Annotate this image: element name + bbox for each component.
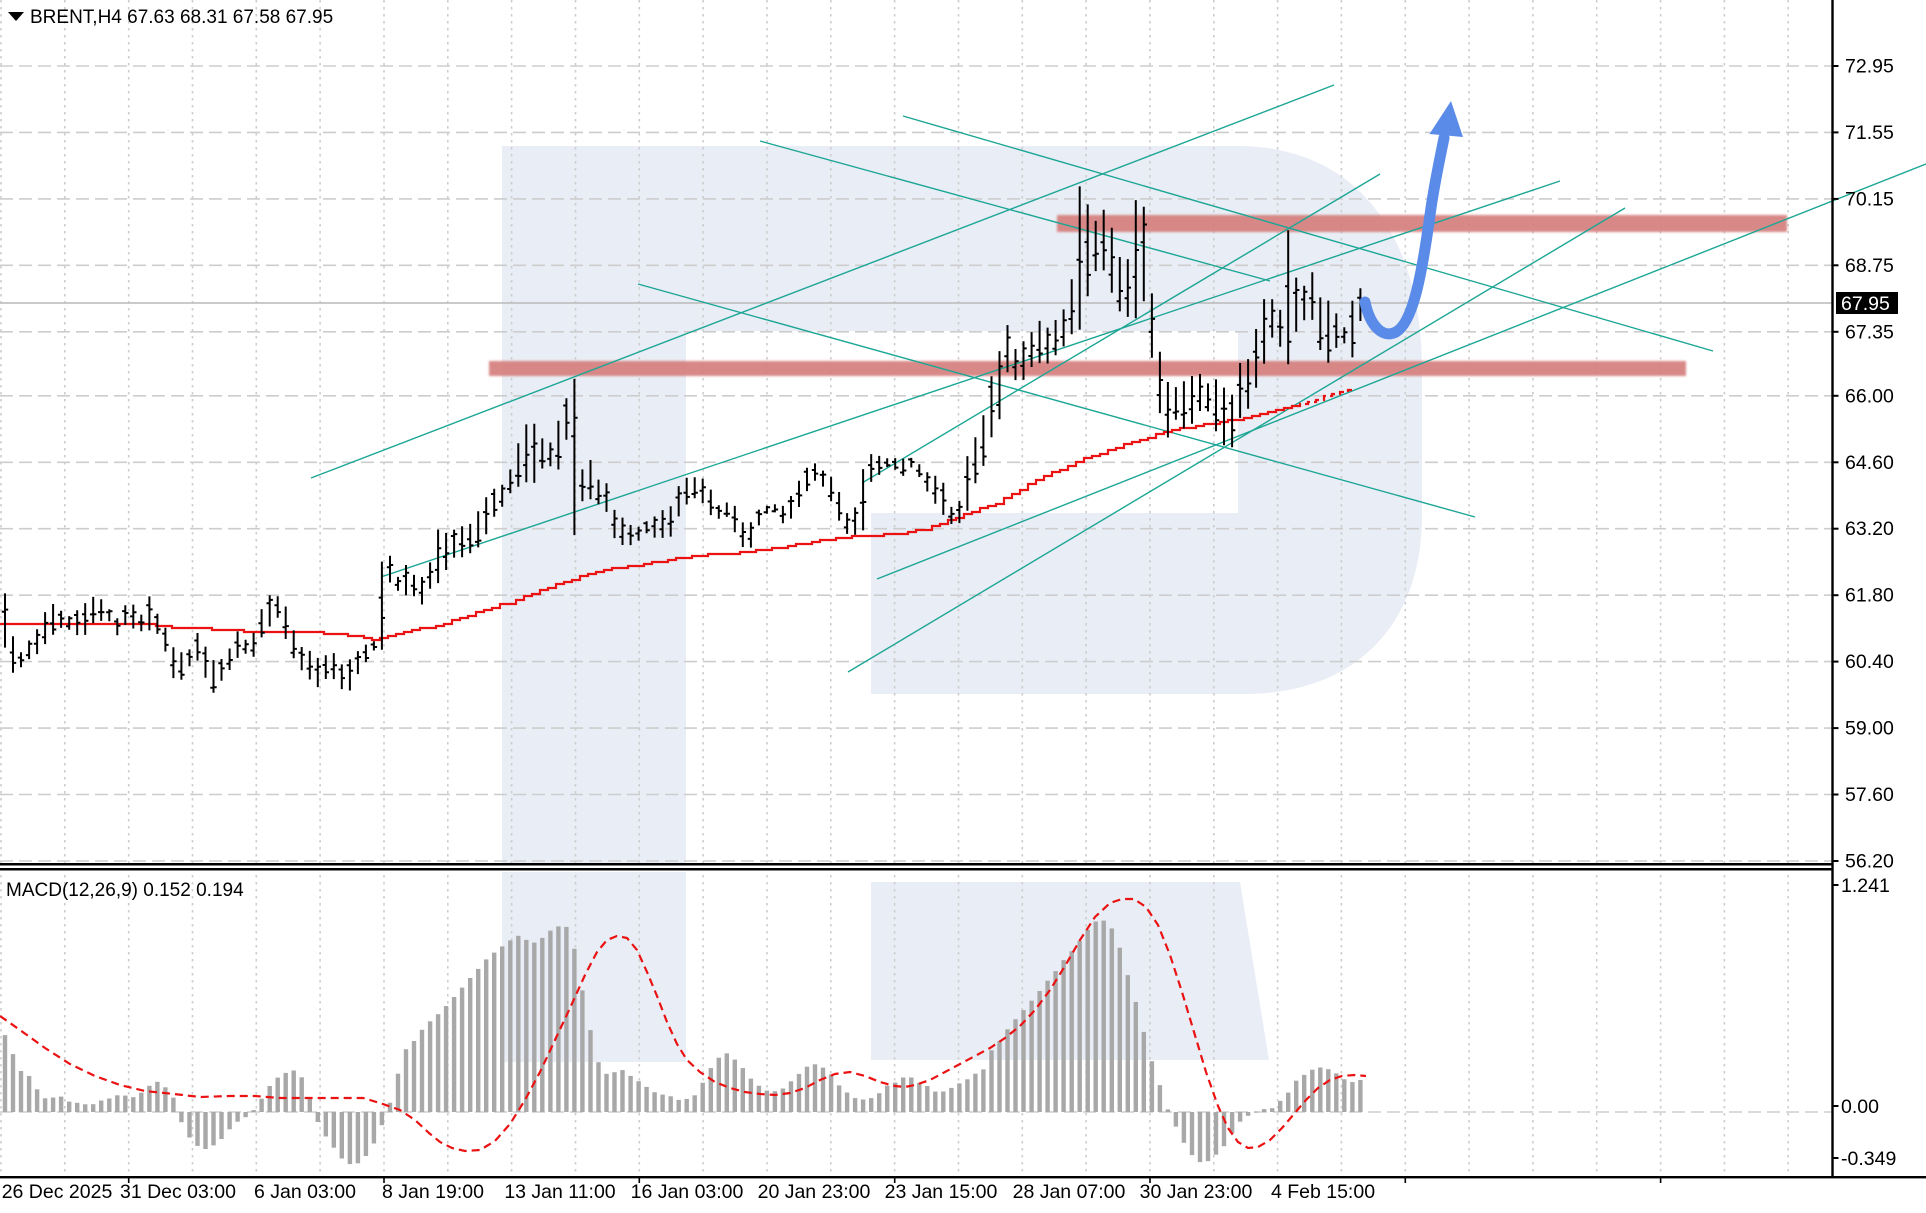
svg-text:57.60: 57.60 (1845, 784, 1894, 806)
svg-text:1.241: 1.241 (1841, 875, 1890, 897)
svg-text:-0.349: -0.349 (1841, 1148, 1896, 1170)
svg-text:26 Dec 2025: 26 Dec 2025 (2, 1181, 113, 1203)
svg-text:60.40: 60.40 (1845, 651, 1894, 673)
svg-text:BRENT,H4 67.63 68.31 67.58 67: BRENT,H4 67.63 68.31 67.58 67.95 (30, 7, 333, 28)
svg-text:66.00: 66.00 (1845, 385, 1894, 407)
svg-text:4 Feb 15:00: 4 Feb 15:00 (1271, 1181, 1375, 1203)
svg-text:61.80: 61.80 (1845, 585, 1894, 607)
svg-text:13 Jan 11:00: 13 Jan 11:00 (504, 1181, 615, 1203)
svg-text:56.20: 56.20 (1845, 851, 1894, 873)
svg-text:59.00: 59.00 (1845, 718, 1894, 740)
svg-text:0.00: 0.00 (1841, 1096, 1879, 1118)
svg-text:31 Dec 03:00: 31 Dec 03:00 (120, 1181, 236, 1203)
svg-text:63.20: 63.20 (1845, 518, 1894, 540)
svg-text:20 Jan 23:00: 20 Jan 23:00 (758, 1181, 871, 1203)
svg-text:28 Jan 07:00: 28 Jan 07:00 (1013, 1181, 1126, 1203)
svg-text:16 Jan 03:00: 16 Jan 03:00 (631, 1181, 744, 1203)
svg-text:6 Jan 03:00: 6 Jan 03:00 (254, 1181, 356, 1203)
svg-text:71.55: 71.55 (1845, 122, 1894, 144)
svg-text:67.95: 67.95 (1841, 293, 1890, 315)
svg-text:72.95: 72.95 (1845, 56, 1894, 78)
svg-text:68.75: 68.75 (1845, 255, 1894, 277)
svg-text:70.15: 70.15 (1845, 188, 1894, 210)
svg-text:64.60: 64.60 (1845, 452, 1894, 474)
svg-text:67.35: 67.35 (1845, 321, 1894, 343)
svg-text:30 Jan 23:00: 30 Jan 23:00 (1140, 1181, 1253, 1203)
svg-text:8 Jan 19:00: 8 Jan 19:00 (382, 1181, 484, 1203)
svg-text:23 Jan 15:00: 23 Jan 15:00 (885, 1181, 998, 1203)
svg-text:MACD(12,26,9) 0.152 0.194: MACD(12,26,9) 0.152 0.194 (6, 880, 244, 901)
